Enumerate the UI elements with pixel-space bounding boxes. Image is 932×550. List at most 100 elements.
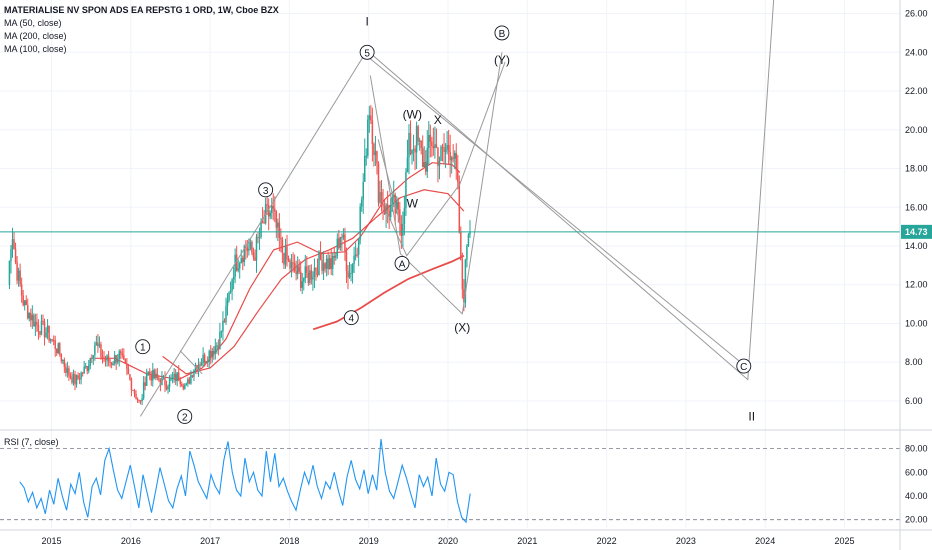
candle-body [266,204,268,206]
study-ma-50[interactable]: MA (50, close) [4,18,62,28]
candle-body [434,144,436,148]
candle-body [438,160,441,166]
candle-body [318,251,320,276]
study-ma-200[interactable]: MA (200, close) [4,31,67,41]
candle-body [298,266,300,272]
candle-body [121,353,124,356]
candle-body [348,273,351,278]
candle-body [392,194,395,198]
candle-body [242,258,244,263]
candle-body [453,153,456,159]
candle-body [315,267,317,271]
wave-label-circle [135,339,151,355]
candle-body [16,262,18,281]
candle-body [336,238,339,256]
candle-body [351,263,354,273]
candle-body [181,384,183,386]
candle-body [417,126,419,142]
candle-body [17,270,20,281]
candle-body [396,201,398,214]
candle-body [219,331,221,350]
candle-body [267,205,270,217]
candle-body [222,320,224,332]
ma-line-2 [312,254,465,331]
candle-body [60,354,63,361]
candle-body [246,247,249,251]
candle-body [274,208,276,212]
study-ma-100[interactable]: MA (100, close) [4,44,67,54]
candle-body [112,363,114,365]
candle-body [257,237,259,239]
candle-body [87,365,90,372]
candle-body [110,362,113,365]
candle-body [446,145,448,150]
wave-path [377,139,401,225]
candle-body [106,355,108,361]
grid-lines [0,0,900,528]
candle-body [28,313,31,319]
wave-label: (X) [454,320,470,334]
candle-body [287,259,290,261]
candle-body [402,224,404,236]
y-tick-label: 24.00 [905,47,928,57]
x-tick-label: 2022 [597,536,617,546]
candle-body [310,270,313,280]
current-price-tag [901,224,932,239]
candle-body [440,146,442,161]
candle-body [301,281,303,288]
candle-body [258,236,261,238]
x-tick-label: 2015 [42,536,62,546]
candle-body [261,221,264,223]
wave-label-circle [736,358,752,374]
candle-body [20,284,23,296]
candle-body [120,351,122,354]
candle-body [293,263,296,272]
candle-body [316,270,319,276]
candle-body [232,276,235,280]
candle-body [376,151,378,164]
candle-body [65,366,67,373]
candle-body [289,260,291,269]
candle-body [243,246,246,263]
candle-body [452,157,454,159]
candle-body [8,260,11,285]
candle-body [49,339,52,341]
candle-body [295,271,297,275]
candle-body [341,237,343,239]
x-tick-label: 2023 [676,536,696,546]
candle-body [31,314,34,321]
candle-body [77,375,79,379]
candle-body [327,258,329,270]
wave-label-circle [177,408,193,424]
candle-body [382,203,384,207]
candle-body [42,320,44,322]
candle-body [226,300,229,306]
candle-body [280,237,282,240]
candle-body [98,344,101,346]
candle-body [365,155,368,157]
candle-body [423,161,425,167]
candle-body [148,371,151,375]
candle-body [342,234,345,238]
candle-body [213,350,215,354]
candle-body [78,378,81,380]
candle-body [171,377,174,379]
candle-body [408,132,410,158]
candle-body [22,295,24,306]
candle-body [191,375,194,377]
candle-body [307,272,310,284]
candle-body [11,239,14,250]
candle-body [272,205,275,209]
rsi-legend[interactable]: RSI (7, close) [4,437,59,447]
wave-label: B [499,29,506,40]
candle-body [214,346,217,354]
candle-body [193,369,195,377]
wave-drawings[interactable]: 1 2 3 4 5 I (W) X W A (X) B (Y) C II [135,0,775,424]
y-tick-label: 6.00 [905,396,923,406]
candle-body [27,305,29,319]
candle-body [19,270,21,285]
wave-label: A [399,259,406,270]
candle-body [248,248,250,251]
candle-body [184,384,186,389]
